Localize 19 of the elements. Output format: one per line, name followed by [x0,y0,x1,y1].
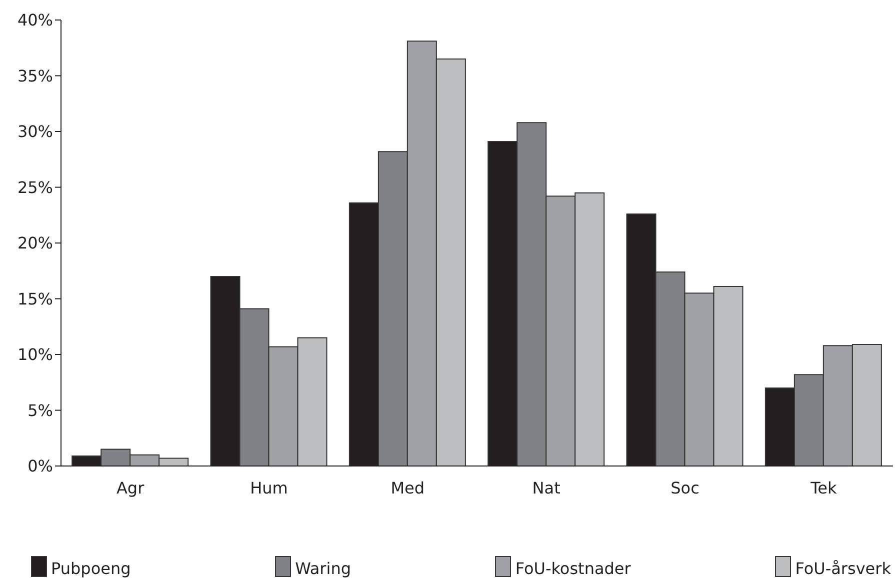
y-tick-label: 20% [17,234,53,253]
x-tick-label: Agr [116,478,145,498]
y-tick-label: 10% [17,345,53,364]
y-tick-label: 0% [28,456,53,476]
y-tick-label: 30% [17,122,53,142]
y-tick-label: 35% [17,66,53,86]
x-tick-label: Tek [810,478,838,498]
legend-label: FoU-kostnader [515,559,631,578]
y-tick-label: 15% [17,289,53,308]
legend-label: FoU-årsverk [795,559,891,578]
y-tick-label: 25% [17,178,53,197]
x-tick-label: Nat [532,478,560,498]
legend-label: Pubpoeng [51,559,131,578]
y-tick-label: 40% [17,10,53,30]
x-tick-label: Hum [250,478,288,498]
y-tick-label: 5% [28,400,53,420]
x-tick-label: Soc [670,478,700,498]
legend-label: Waring [295,559,351,578]
x-tick-label: Med [390,478,425,498]
